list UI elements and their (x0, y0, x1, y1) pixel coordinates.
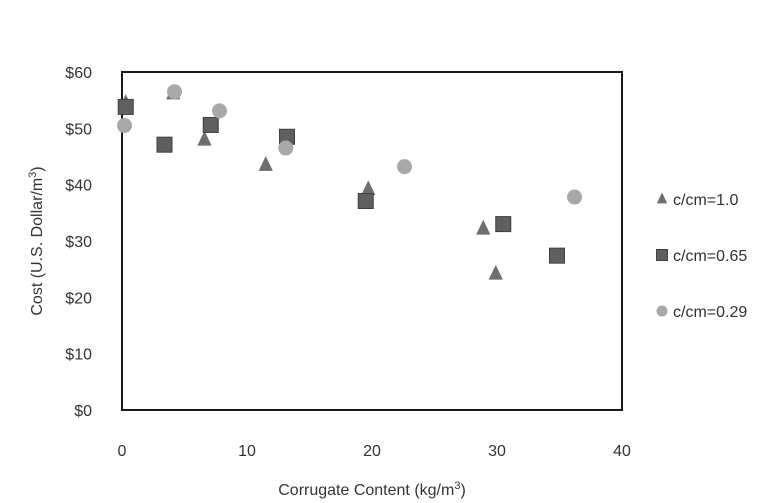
y-tick-label: $10 (65, 347, 92, 364)
data-point-circle-marker (397, 159, 412, 175)
data-point-circle-marker (278, 140, 294, 156)
y-tick-label: $60 (65, 65, 92, 82)
data-point-triangle-marker (258, 156, 273, 171)
data-point-square-marker (156, 136, 173, 153)
data-point-triangle-marker (361, 180, 376, 196)
plot-area-frame (121, 71, 623, 411)
data-point-square-marker (549, 247, 565, 264)
legend-triangle-icon (656, 192, 668, 204)
x-tick-label: 20 (363, 443, 381, 460)
data-point-triangle-marker (476, 219, 491, 235)
x-axis-title: Corrugate Content (kg/m3) (278, 480, 466, 499)
legend-square-icon (656, 249, 668, 261)
data-point-triangle-marker (488, 264, 503, 280)
data-point-square-marker (495, 216, 512, 233)
y-tick-label: $0 (74, 403, 92, 420)
data-point-circle-marker (117, 118, 132, 134)
x-tick-label: 10 (238, 443, 256, 460)
legend-circle-icon (656, 305, 668, 317)
y-axis-title: Cost (U.S. Dollar/m3) (27, 166, 46, 315)
data-point-circle-marker (567, 189, 582, 205)
x-tick-labels: 0 10 20 30 40 (118, 443, 631, 460)
x-tick-label: 0 (118, 443, 127, 460)
y-tick-label: $50 (65, 121, 92, 138)
data-point-circle-marker (212, 103, 227, 119)
y-tick-label: $30 (65, 234, 92, 251)
legend-label: c/cm=1.0 (673, 192, 738, 209)
data-point-square-marker (117, 98, 134, 115)
legend-label: c/cm=0.29 (673, 304, 747, 321)
data-markers (117, 84, 582, 280)
x-tick-label: 40 (613, 443, 631, 460)
data-point-triangle-marker (197, 130, 212, 146)
y-tick-label: $20 (65, 290, 92, 307)
data-point-circle-marker (167, 84, 182, 100)
data-point-square-marker (357, 193, 374, 210)
legend: c/cm=1.0 c/cm=0.65 c/cm=0.29 (656, 192, 747, 321)
x-tick-label: 30 (488, 443, 506, 460)
y-tick-label: $40 (65, 178, 92, 195)
data-point-square-marker (202, 116, 219, 133)
legend-label: c/cm=0.65 (673, 248, 747, 265)
y-tick-labels: $0 $10 $20 $30 $40 $50 $60 (65, 65, 92, 420)
